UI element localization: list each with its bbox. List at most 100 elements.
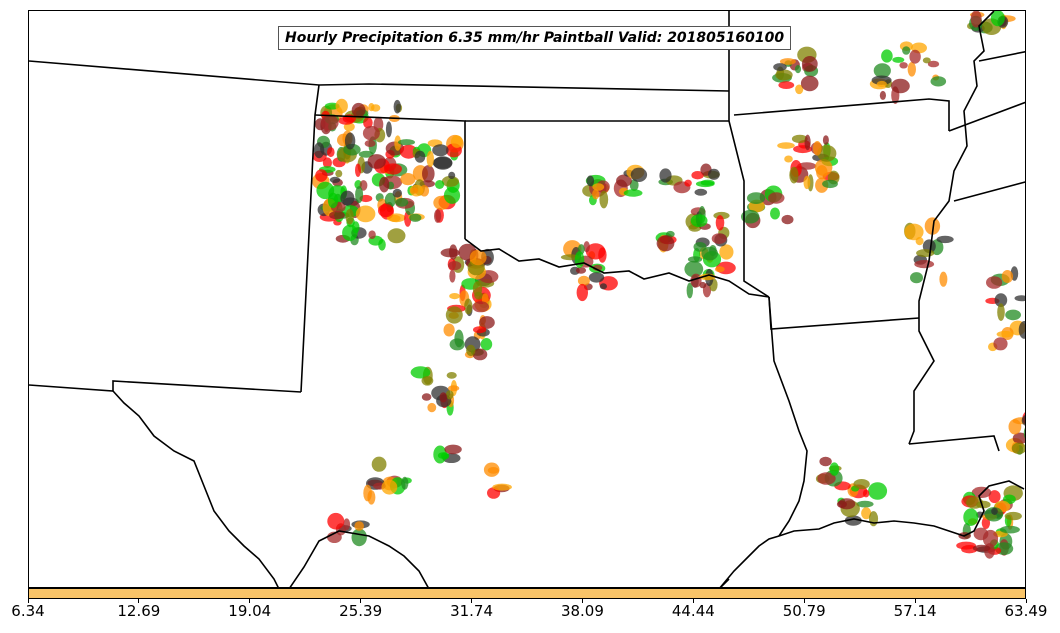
precip-paintball-blob — [437, 452, 449, 459]
precip-paintball-blob — [401, 476, 409, 490]
precip-paintball-blob — [322, 157, 332, 168]
precip-paintball-blob — [362, 125, 380, 141]
colorbar-tick-label: 6.34 — [11, 602, 45, 620]
precip-paintball-blob — [687, 256, 703, 263]
precip-paintball-blob — [575, 267, 587, 274]
precip-paintball-blob — [982, 529, 999, 548]
precip-paintball-blob — [768, 192, 785, 204]
precip-paintball-blob — [592, 189, 600, 200]
precip-paintball-blob — [800, 75, 819, 92]
precip-paintball-blob — [449, 244, 458, 260]
precip-paintball-blob — [435, 180, 445, 189]
precip-paintball-blob — [371, 456, 387, 472]
colorbar-tick-mark — [138, 599, 140, 603]
precip-paintball-blob — [381, 479, 398, 495]
precip-paintball-blob — [797, 162, 817, 170]
precip-paintball-blob — [386, 213, 406, 223]
colorbar-tick-mark — [1025, 599, 1027, 603]
coastline-gulf — [719, 480, 1025, 587]
precip-paintball-blob — [714, 266, 725, 273]
precip-paintball-blob — [443, 323, 455, 337]
precip-paintball-blob — [427, 402, 437, 413]
precip-paintball-blob — [592, 183, 605, 191]
border-red-river — [464, 238, 770, 298]
precip-paintball-blob — [747, 192, 766, 205]
precip-paintball-blob — [986, 276, 1003, 289]
precip-paintball-blob — [819, 456, 832, 467]
precip-paintball-blob — [868, 511, 879, 527]
precip-paintball-blob — [861, 507, 872, 520]
precipitation-map — [29, 11, 1025, 587]
precip-paintball-blob — [741, 209, 760, 224]
precip-paintball-blob — [378, 239, 386, 251]
precip-paintball-blob — [441, 175, 459, 187]
precip-paintball-blob — [368, 230, 376, 239]
precip-paintball-blob — [338, 116, 355, 125]
precip-paintball-blob — [421, 376, 434, 386]
precip-paintball-blob — [623, 189, 643, 197]
colorbar-tick-label: 44.44 — [671, 602, 715, 620]
precip-paintball-blob — [996, 330, 1014, 338]
precip-paintball-blob — [320, 114, 339, 131]
precip-paintball-blob — [588, 272, 605, 283]
precip-paintball-blob — [994, 293, 1008, 307]
precip-paintball-blob — [315, 169, 328, 182]
precip-paintball-blob — [784, 155, 793, 163]
precip-paintball-blob — [432, 157, 453, 169]
map-title: Hourly Precipitation 6.35 mm/hr Paintbal… — [278, 26, 792, 50]
precip-paintball-blob — [803, 175, 811, 190]
border-rio-grande — [112, 390, 279, 587]
precip-paintball-blob — [991, 507, 998, 515]
precip-paintball-blob — [449, 269, 456, 283]
precip-paintball-blob — [862, 489, 870, 498]
precip-paintball-blob — [812, 141, 822, 156]
colorbar-tick-label: 50.79 — [782, 602, 826, 620]
precip-paintball-blob — [781, 214, 794, 225]
paintball-precip-layer — [311, 11, 1025, 559]
precip-paintball-blob — [345, 208, 354, 225]
precip-paintball-blob — [1011, 442, 1025, 455]
precip-paintball-blob — [694, 188, 708, 196]
colorbar-tick-label: 38.09 — [560, 602, 604, 620]
precip-paintball-blob — [708, 168, 720, 180]
border-nm-east — [300, 84, 320, 393]
precip-paintball-blob — [351, 102, 366, 118]
coastline-texas — [719, 578, 730, 587]
precip-paintball-blob — [472, 281, 483, 297]
precip-paintball-blob — [715, 215, 725, 231]
precip-paintball-blob — [464, 298, 473, 315]
colorbar-tick-label: 31.74 — [450, 602, 494, 620]
precip-paintball-blob — [313, 142, 325, 159]
precip-paintball-blob — [1018, 321, 1025, 339]
precip-paintball-blob — [816, 165, 828, 180]
precip-paintball-blob — [690, 273, 702, 288]
precip-paintball-blob — [448, 171, 456, 179]
precip-paintball-blob — [804, 134, 811, 151]
precip-paintball-blob — [363, 116, 373, 129]
precip-paintball-blob — [344, 132, 356, 150]
precip-paintball-blob — [443, 186, 461, 204]
precip-paintball-blob — [822, 179, 838, 189]
precip-paintball-blob — [483, 462, 500, 477]
precip-paintball-blob — [445, 306, 463, 324]
precip-paintball-blob — [426, 150, 434, 168]
precip-paintball-blob — [354, 521, 365, 531]
precip-paintball-blob — [1023, 427, 1025, 439]
precip-paintball-blob — [916, 249, 935, 258]
precip-paintball-blob — [844, 515, 862, 526]
precip-paintball-blob — [414, 150, 426, 163]
precip-paintball-blob — [355, 163, 361, 177]
colorbar-tick-label: 57.14 — [893, 602, 937, 620]
colorbar-tick-label: 12.69 — [117, 602, 161, 620]
precip-paintball-blob — [598, 247, 607, 263]
precip-paintball-blob — [446, 372, 457, 379]
precip-paintball-blob — [335, 169, 343, 178]
precip-paintball-blob — [449, 293, 460, 300]
precip-paintball-blob — [329, 211, 345, 220]
precip-paintball-blob — [853, 479, 870, 490]
precip-paintball-blob — [327, 147, 335, 158]
precip-paintball-blob — [378, 204, 394, 218]
precip-paintball-blob — [778, 81, 795, 89]
border-ky — [978, 50, 1025, 62]
precip-paintball-blob — [910, 272, 923, 284]
